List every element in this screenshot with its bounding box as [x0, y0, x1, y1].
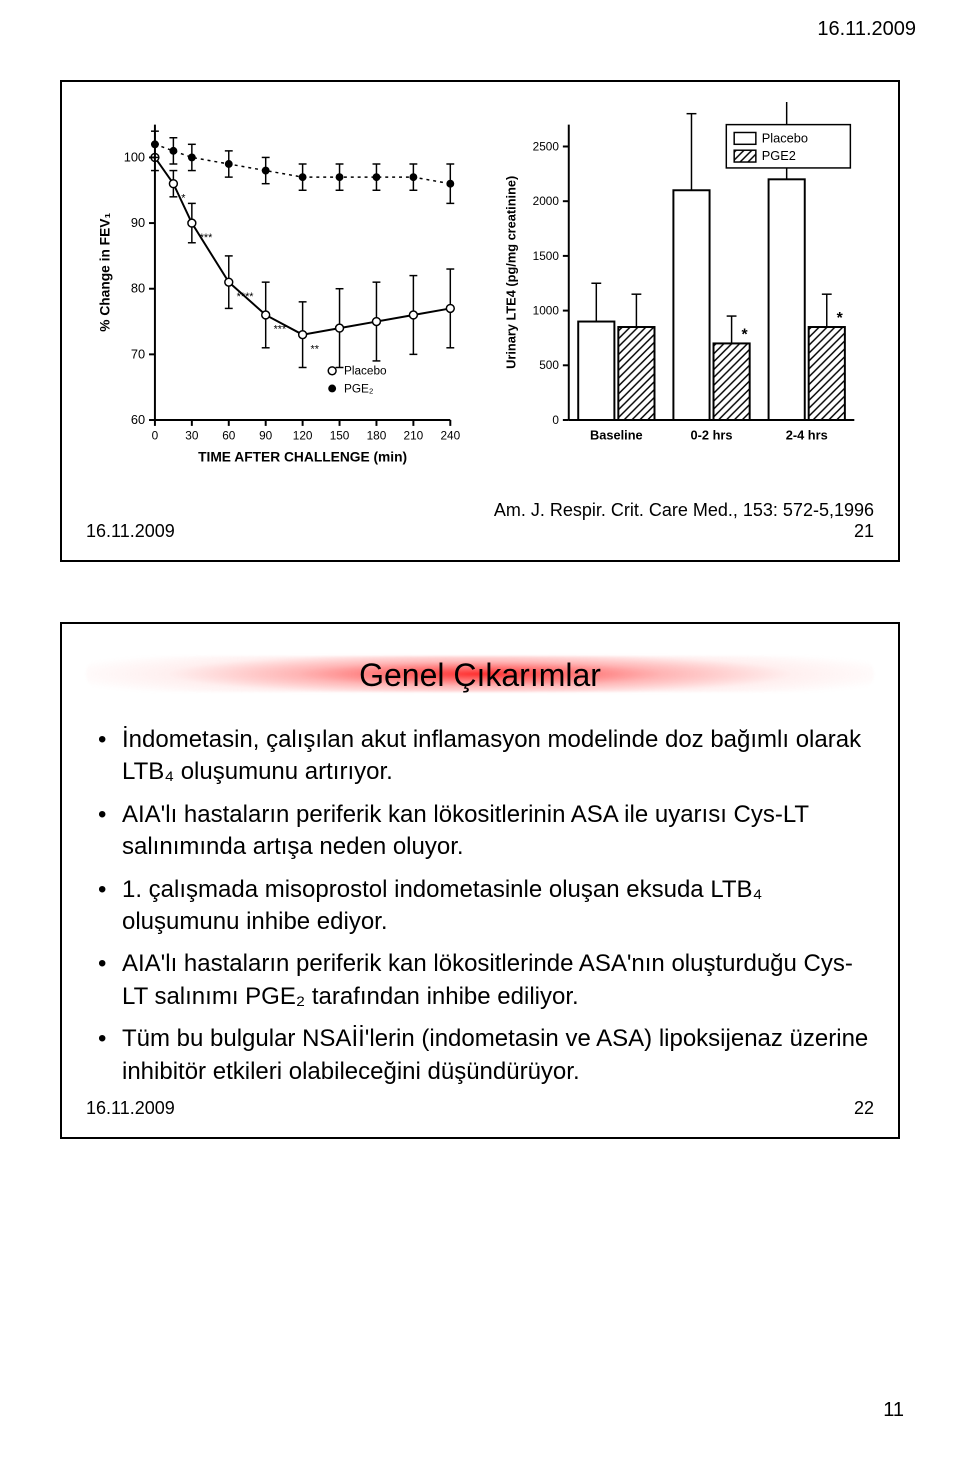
- svg-text:70: 70: [131, 346, 145, 361]
- bullet-item: AIA'lı hastaların periferik kan lökositl…: [94, 799, 874, 864]
- svg-text:100: 100: [124, 149, 145, 164]
- slide-conclusions: Genel Çıkarımlar İndometasin, çalışılan …: [60, 622, 900, 1139]
- slide2-number: 22: [854, 1098, 874, 1119]
- header-date: 16.11.2009: [817, 18, 916, 41]
- citation-row: 16.11.2009 Am. J. Respir. Crit. Care Med…: [86, 500, 874, 542]
- svg-text:*: *: [741, 326, 748, 343]
- lte4-legend: Placebo PGE2: [726, 125, 850, 168]
- fev1-chart: ************* 60708090100 03060901201501…: [86, 102, 470, 482]
- legend-placebo-label-r: Placebo: [762, 130, 808, 145]
- bullet-item: Tüm bu bulgular NSAİİ'lerin (indometasin…: [94, 1023, 874, 1088]
- svg-text:1000: 1000: [533, 304, 560, 318]
- svg-text:****: ****: [237, 291, 255, 303]
- svg-text:150: 150: [330, 429, 350, 443]
- fev1-xlabel: TIME AFTER CHALLENGE (min): [198, 449, 407, 464]
- slide1-footer-date: 16.11.2009: [86, 521, 175, 542]
- bullet-item: 1. çalışmada misoprostol indometasinle o…: [94, 874, 874, 939]
- svg-text:60: 60: [131, 412, 145, 427]
- svg-text:500: 500: [539, 358, 559, 372]
- svg-text:2-4 hrs: 2-4 hrs: [786, 428, 828, 443]
- slide1-number: 21: [494, 521, 874, 542]
- svg-text:180: 180: [367, 429, 387, 443]
- svg-text:60: 60: [222, 429, 236, 443]
- charts-row: ************* 60708090100 03060901201501…: [86, 102, 874, 482]
- slide2-title-wrap: Genel Çıkarımlar: [86, 648, 874, 702]
- slide2-footer-date: 16.11.2009: [86, 1098, 175, 1119]
- citation-text: Am. J. Respir. Crit. Care Med., 153: 572…: [494, 500, 874, 521]
- legend-pge2-label-r: PGE2: [762, 148, 796, 163]
- svg-text:Baseline: Baseline: [590, 428, 643, 443]
- slide2-footer: 16.11.2009 22: [86, 1098, 874, 1119]
- legend-pge2-label: PGE₂: [344, 381, 374, 395]
- svg-text:2500: 2500: [533, 139, 560, 153]
- page-number: 11: [883, 1399, 904, 1422]
- bullet-item: AIA'lı hastaların periferik kan lökositl…: [94, 948, 874, 1013]
- svg-text:0: 0: [552, 413, 559, 427]
- lte4-chart: * * 0 500 1000 1500 2000 2500 Baseline 0-2 hrs 2…: [490, 102, 874, 482]
- bullet-list: İndometasin, çalışılan akut inflamasyon …: [86, 724, 874, 1088]
- fev1-legend: Placebo PGE₂: [328, 364, 387, 396]
- svg-text:0-2 hrs: 0-2 hrs: [691, 428, 733, 443]
- bullet-item: İndometasin, çalışılan akut inflamasyon …: [94, 724, 874, 789]
- svg-text:240: 240: [440, 429, 460, 443]
- svg-text:90: 90: [131, 215, 145, 230]
- page: 16.11.2009 ************* 60708090100 030…: [0, 0, 960, 1458]
- svg-text:*: *: [837, 310, 844, 327]
- svg-text:120: 120: [293, 429, 313, 443]
- slide2-title: Genel Çıkarımlar: [359, 657, 601, 694]
- svg-text:30: 30: [185, 429, 199, 443]
- fev1-ylabel: % Change in FEV₁: [98, 213, 113, 332]
- svg-text:80: 80: [131, 281, 145, 296]
- svg-text:0: 0: [152, 429, 159, 443]
- legend-placebo-label: Placebo: [344, 364, 387, 378]
- svg-text:*: *: [181, 192, 186, 204]
- svg-text:**: **: [310, 343, 319, 355]
- svg-text:2000: 2000: [533, 194, 560, 208]
- slide-charts: ************* 60708090100 03060901201501…: [60, 80, 900, 562]
- svg-text:***: ***: [200, 232, 213, 244]
- svg-text:210: 210: [404, 429, 424, 443]
- svg-text:1500: 1500: [533, 249, 560, 263]
- svg-text:90: 90: [259, 429, 273, 443]
- lte4-ylabel: Urinary LTE4 (pg/mg creatinine): [504, 176, 519, 369]
- svg-text:***: ***: [274, 324, 287, 336]
